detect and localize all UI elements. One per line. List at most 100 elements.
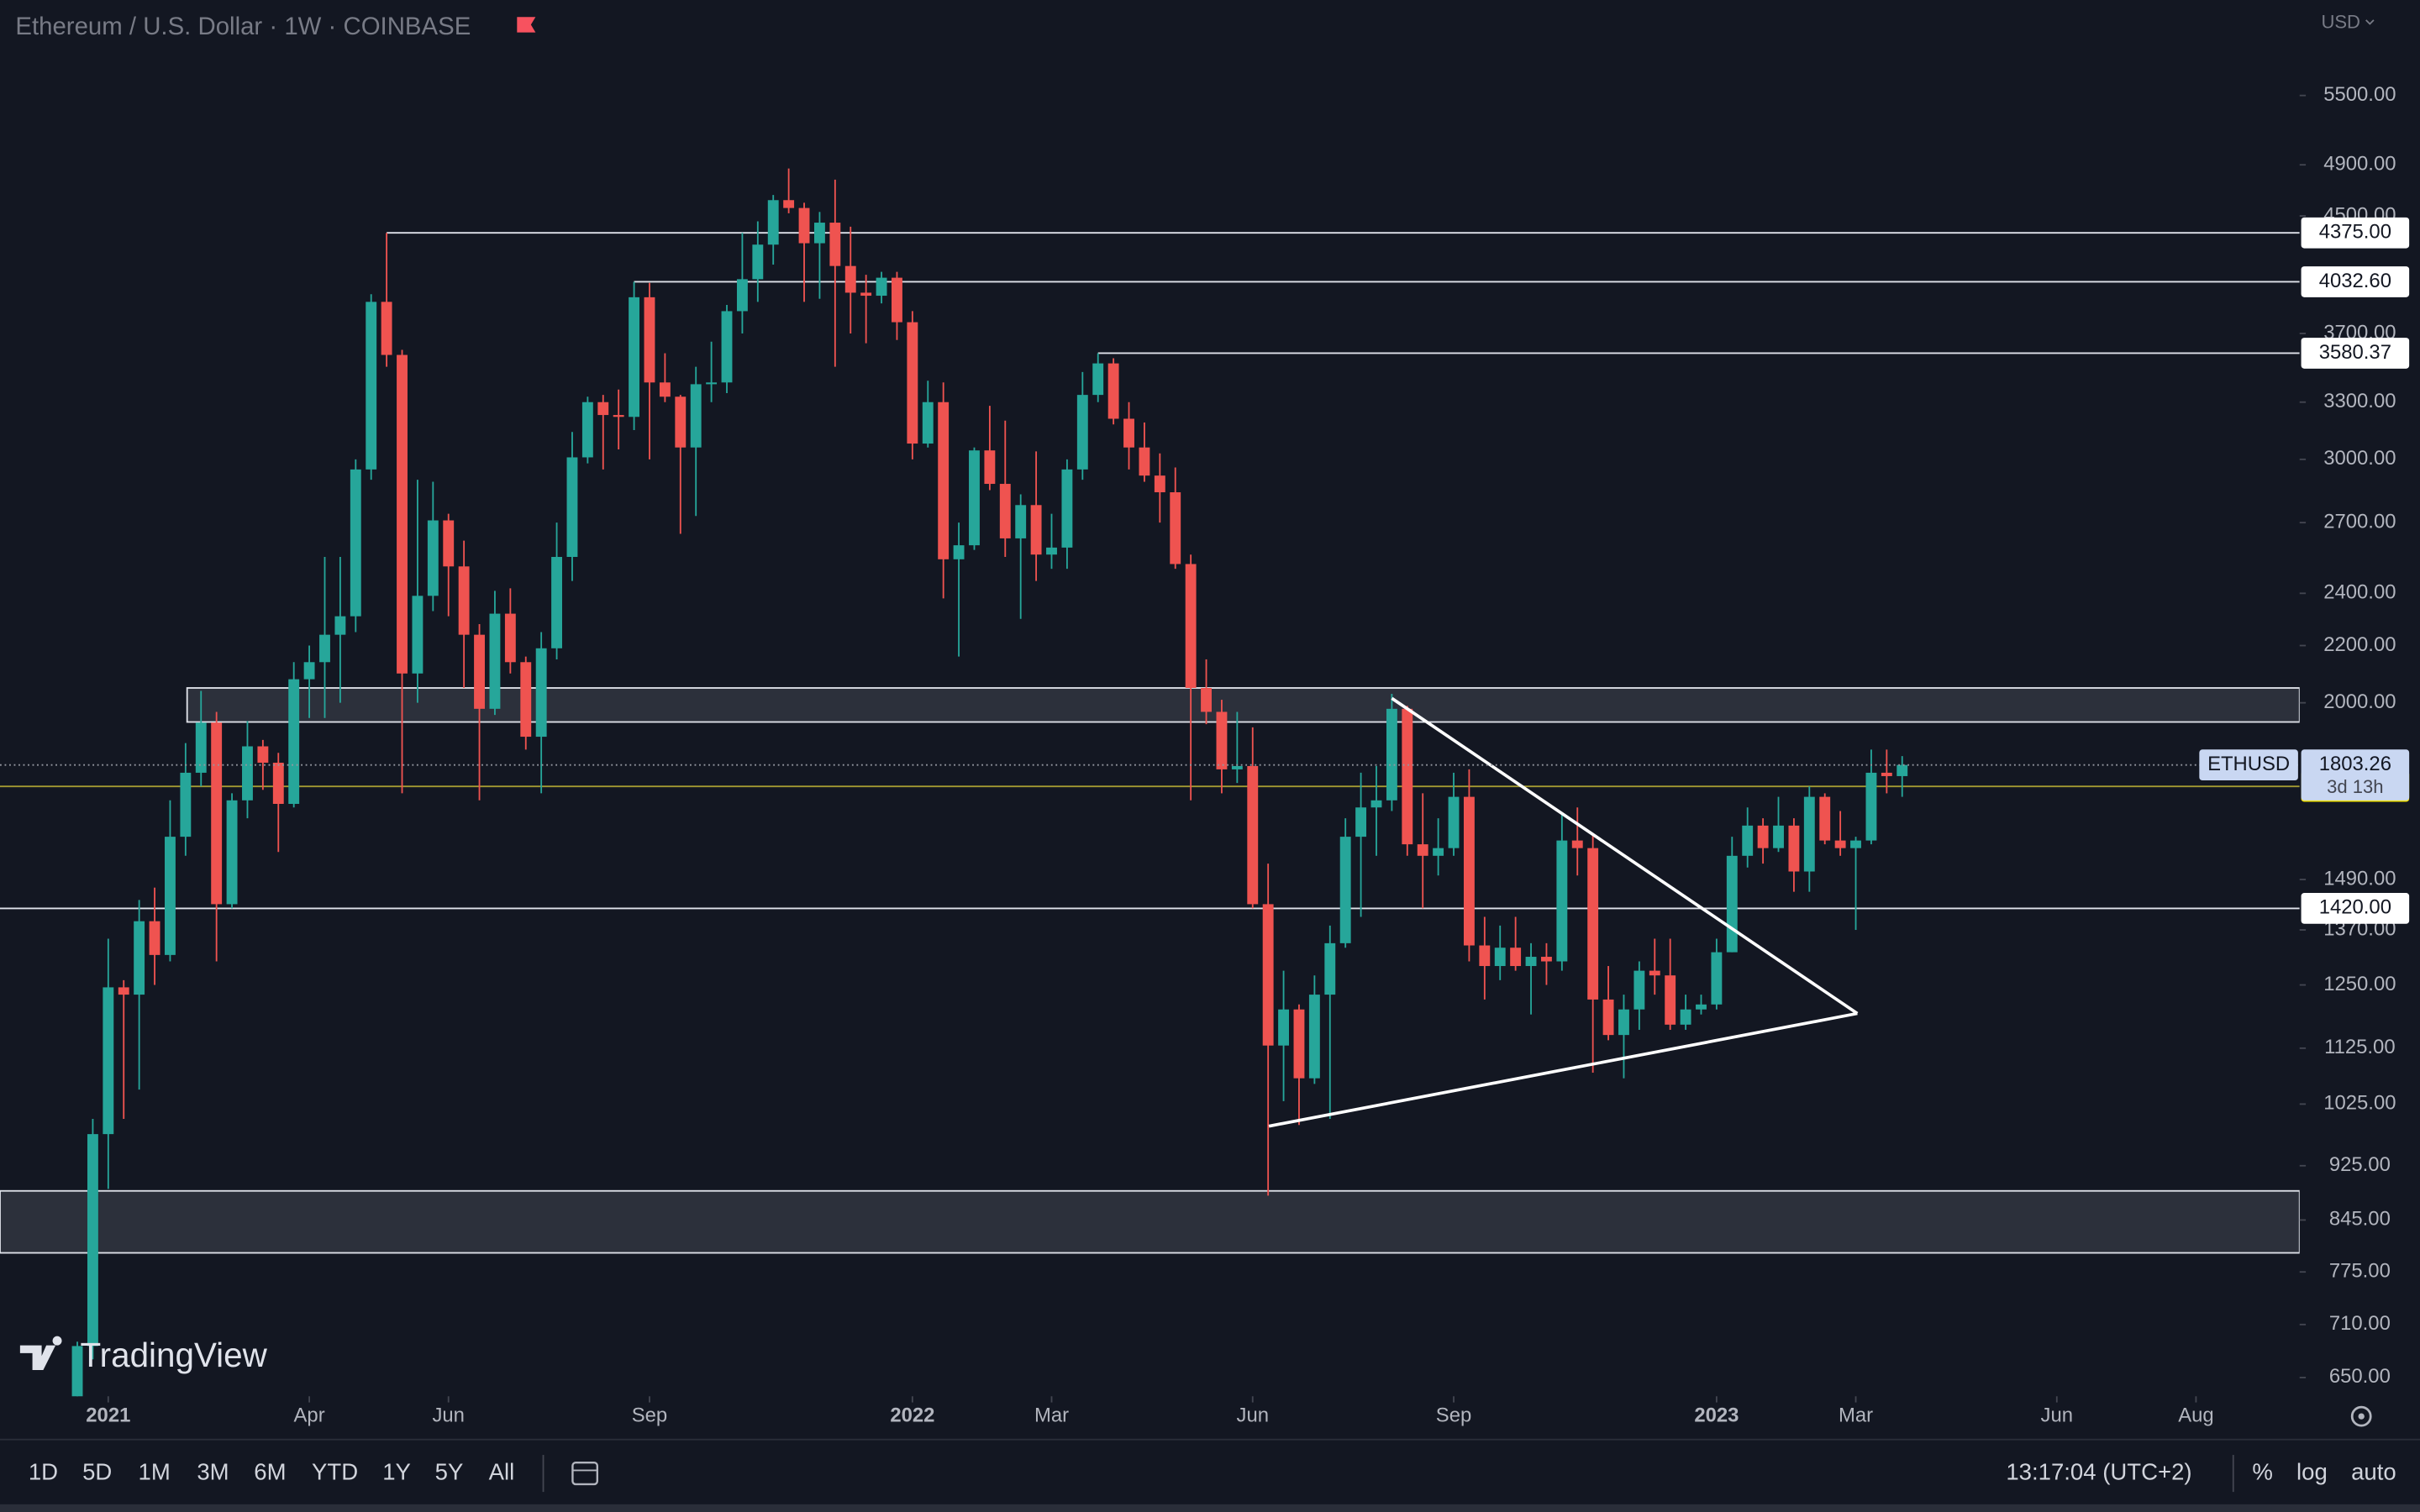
y-tick-label: 650.00 [2329, 1365, 2391, 1388]
y-tick-label: 710.00 [2329, 1312, 2391, 1335]
candle-body [1773, 825, 1784, 848]
candle-body [272, 762, 284, 805]
candle-body [1433, 848, 1444, 856]
candle-body [953, 545, 965, 559]
plot-area [0, 168, 2300, 1397]
candle-body [675, 396, 687, 448]
settings-icon[interactable] [2350, 1405, 2372, 1427]
range-button[interactable]: All [489, 1458, 515, 1484]
candle-body [1834, 840, 1846, 848]
candle-body [288, 679, 300, 805]
candle-body [1015, 505, 1027, 538]
candle-body [597, 402, 609, 416]
gear [2350, 1405, 2372, 1427]
zone [186, 687, 2300, 723]
candle-body [1324, 942, 1336, 995]
last-price-box [2301, 749, 2410, 801]
candle-body [999, 484, 1011, 538]
y-tick-label: 845.00 [2329, 1208, 2391, 1231]
percent-toggle[interactable]: % [2252, 1458, 2273, 1484]
range-button[interactable]: 1M [139, 1458, 171, 1484]
y-tick-label: 3000.00 [2323, 447, 2396, 470]
candle-body [1525, 957, 1537, 967]
range-button[interactable]: 3M [197, 1458, 229, 1484]
candle-body [767, 200, 779, 245]
candle-body [1897, 764, 1908, 776]
candle-body [1386, 708, 1397, 801]
range-button[interactable]: YTD [312, 1458, 358, 1484]
candle-body [1556, 840, 1568, 962]
candle-body [1370, 800, 1382, 808]
candle-body [1278, 1009, 1290, 1046]
candle-body [1185, 564, 1197, 688]
auto-toggle[interactable]: auto [2351, 1458, 2396, 1484]
candle-body [1355, 807, 1367, 837]
candle-body [303, 662, 315, 680]
candle-body [165, 837, 176, 955]
candle-body [489, 613, 501, 709]
candle-body [520, 662, 532, 738]
candle-body [659, 382, 671, 397]
candle-body [1092, 363, 1104, 396]
candle-body [907, 322, 918, 444]
candle-body [226, 800, 238, 905]
currency[interactable]: USD [2321, 11, 2360, 32]
flag-icon[interactable] [517, 17, 536, 33]
candle-body [535, 648, 547, 738]
candle-body [1510, 948, 1522, 967]
candle-body [1030, 505, 1042, 555]
candle-body [1107, 363, 1119, 419]
range-button[interactable]: 1Y [382, 1458, 411, 1484]
level-label-box [2301, 893, 2410, 924]
candle-body [690, 384, 702, 448]
level-label: 1420.00 [2319, 896, 2391, 919]
candle-body [366, 302, 377, 470]
y-tick-label: 5500.00 [2323, 83, 2396, 106]
candle-body [721, 311, 733, 383]
symbol-label: ETHUSD [2207, 753, 2290, 775]
candle-body [1046, 547, 1057, 555]
candle-body [1201, 687, 1212, 712]
candle-body [443, 520, 455, 567]
candle-body [644, 297, 655, 383]
candle-body [1479, 945, 1491, 967]
candle-body [1076, 395, 1088, 470]
log-toggle[interactable]: log [2296, 1458, 2328, 1484]
last-price-label: 1803.26 [2319, 753, 2391, 775]
range-button[interactable]: 1D [29, 1458, 58, 1484]
candle-body [1417, 844, 1428, 856]
candle-body [381, 302, 392, 355]
candle-body [844, 265, 856, 293]
range-button[interactable]: 6M [254, 1458, 286, 1484]
candle-body [1061, 469, 1073, 548]
bottom-toolbar: 1D 5D 1M 3M 6M YTD 1Y 5Y All [29, 1458, 514, 1484]
range-button[interactable]: 5Y [435, 1458, 464, 1484]
candle-body [504, 613, 516, 663]
candle-body [180, 772, 192, 837]
x-tick-label: Aug [2178, 1404, 2213, 1426]
x-tick-label: 2023 [1694, 1404, 1739, 1426]
y-tick-label: 1490.00 [2323, 867, 2396, 890]
candle-body [149, 921, 160, 955]
candle-body [257, 746, 269, 763]
x-tick-label: Apr [294, 1404, 325, 1426]
level-label: 4375.00 [2319, 221, 2391, 244]
candle-body [706, 382, 718, 385]
candle-body [1711, 952, 1723, 1005]
candle-body [736, 279, 748, 312]
candle-body [1696, 1004, 1707, 1010]
clock[interactable]: 13:17:04 (UTC+2) [2006, 1458, 2191, 1484]
candle-body [334, 616, 346, 635]
level-label-box [2301, 338, 2410, 369]
candle-body [1881, 772, 1892, 776]
date-range-icon[interactable] [571, 1462, 599, 1486]
y-tick-label: 2700.00 [2323, 510, 2396, 533]
x-tick-label: 2021 [86, 1404, 130, 1426]
candle-body [829, 223, 841, 266]
y-tick-label: 2000.00 [2323, 690, 2396, 713]
range-button[interactable]: 5D [82, 1458, 112, 1484]
candle-body [1247, 765, 1259, 905]
chart-title: Ethereum / U.S. Dollar · 1W · COINBASE [15, 13, 471, 40]
candle-body [1154, 475, 1165, 493]
